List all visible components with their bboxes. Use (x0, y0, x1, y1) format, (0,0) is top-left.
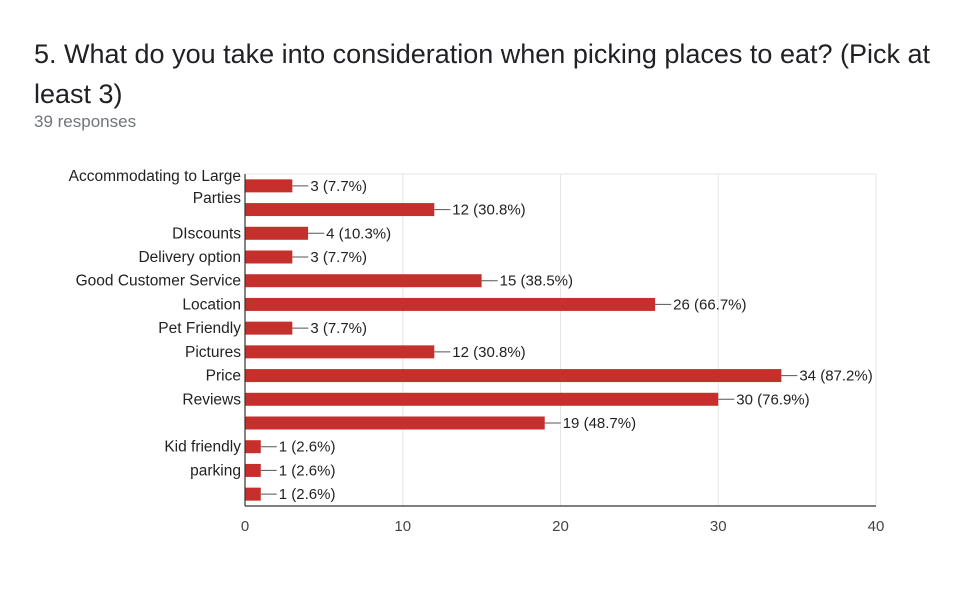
gridlines (245, 173, 877, 506)
category-label-0: Accommodating to Large Parties (69, 168, 242, 207)
bar-2 (245, 226, 309, 240)
category-label-12: parking (190, 462, 241, 479)
x-tick-label-0: 0 (241, 518, 249, 535)
bar-12 (245, 463, 261, 477)
bar-3 (245, 250, 293, 264)
data-label-8: 34 (87.2%) (799, 368, 872, 385)
data-label-0: 3 (7.7%) (310, 178, 367, 195)
x-tick-label-3: 30 (710, 518, 727, 535)
bar-5 (245, 297, 656, 311)
bars: 3 (7.7%) 12 (30.8%) 4 (10.3%) 3 (7.7%) 15 (3… (245, 178, 873, 503)
response-count: 39 responses (34, 112, 137, 131)
data-label-7: 12 (30.8%) (452, 344, 525, 361)
x-tick-label-4: 40 (868, 518, 885, 535)
x-tick-labels: 0 10 20 30 40 (241, 518, 885, 535)
bar-1 (245, 203, 435, 217)
category-label-11: Kid friendly (164, 439, 241, 456)
category-label-9: Reviews (182, 391, 241, 408)
category-label-8: Price (206, 368, 241, 385)
data-label-1: 12 (30.8%) (452, 202, 525, 219)
data-label-9: 30 (76.9%) (736, 391, 809, 408)
category-labels: Accommodating to Large Parties DIscounts De… (69, 168, 242, 480)
x-tick-label-2: 20 (552, 518, 569, 535)
category-label-4: Good Customer Service (76, 273, 241, 290)
category-label-6: Pet Friendly (158, 320, 241, 337)
bar-13 (245, 487, 261, 501)
bar-7 (245, 345, 435, 359)
bar-11 (245, 440, 261, 454)
category-label-5: Location (182, 296, 241, 313)
category-label-7: Pictures (185, 344, 241, 361)
bar-0 (245, 179, 293, 193)
axes (244, 174, 876, 507)
data-label-12: 1 (2.6%) (279, 462, 336, 479)
category-label-2: DIscounts (172, 225, 241, 242)
bar-4 (245, 274, 482, 288)
bar-8 (245, 369, 782, 383)
question-title: 5. What do you take into consideration w… (34, 39, 931, 109)
data-label-3: 3 (7.7%) (310, 249, 367, 266)
data-label-5: 26 (66.7%) (673, 296, 746, 313)
bar-6 (245, 321, 293, 335)
data-label-6: 3 (7.7%) (310, 320, 367, 337)
category-label-3: Delivery option (138, 249, 241, 266)
x-tick-label-1: 10 (394, 518, 411, 535)
data-label-10: 19 (48.7%) (563, 415, 636, 432)
data-label-11: 1 (2.6%) (279, 439, 336, 456)
bar-9 (245, 392, 719, 406)
data-label-2: 4 (10.3%) (326, 225, 391, 242)
bar-10 (245, 416, 545, 430)
data-label-13: 1 (2.6%) (279, 486, 336, 503)
data-label-4: 15 (38.5%) (500, 273, 573, 290)
